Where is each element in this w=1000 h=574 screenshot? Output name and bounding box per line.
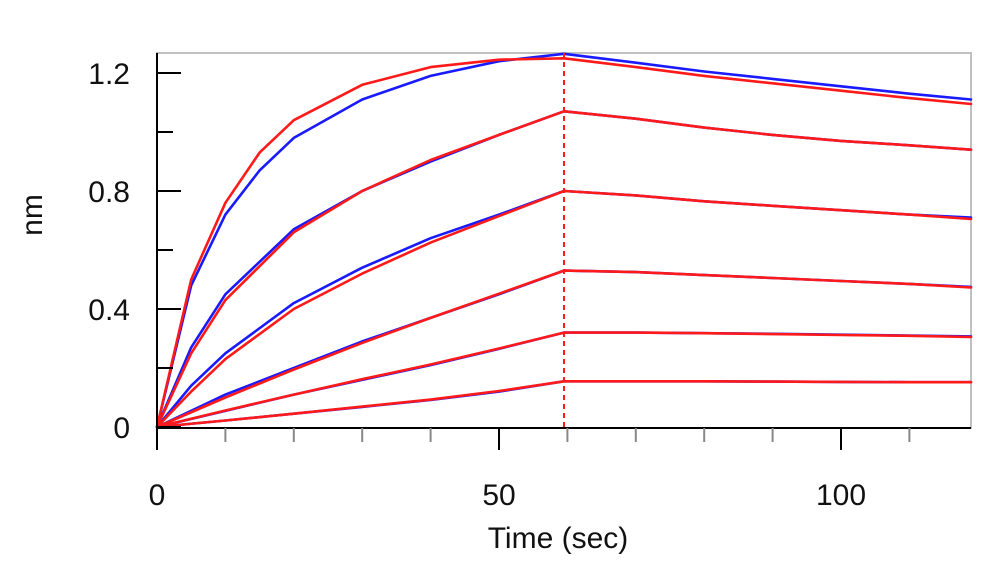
y-axis-title: nm [16, 194, 49, 236]
x-tick-label: 50 [482, 479, 515, 512]
y-tick-label: 0.8 [88, 176, 130, 209]
traces-group [155, 52, 973, 429]
y-tick-label: 1.2 [88, 58, 130, 91]
y-tick-label: 0.4 [88, 294, 130, 327]
y-tick-label: 0 [113, 412, 130, 445]
x-tick-label: 0 [149, 479, 166, 512]
fit-curve-5 [155, 110, 973, 429]
fit-curve-6 [155, 56, 973, 429]
x-tick-label: 100 [816, 479, 866, 512]
axes-group: 0 0.4 0.8 1.2 0 50 100 [88, 53, 971, 512]
plot-frame [156, 52, 972, 429]
measured-curve-6 [155, 52, 973, 429]
fit-curve-4 [155, 189, 973, 429]
x-axis-title: Time (sec) [488, 522, 629, 555]
